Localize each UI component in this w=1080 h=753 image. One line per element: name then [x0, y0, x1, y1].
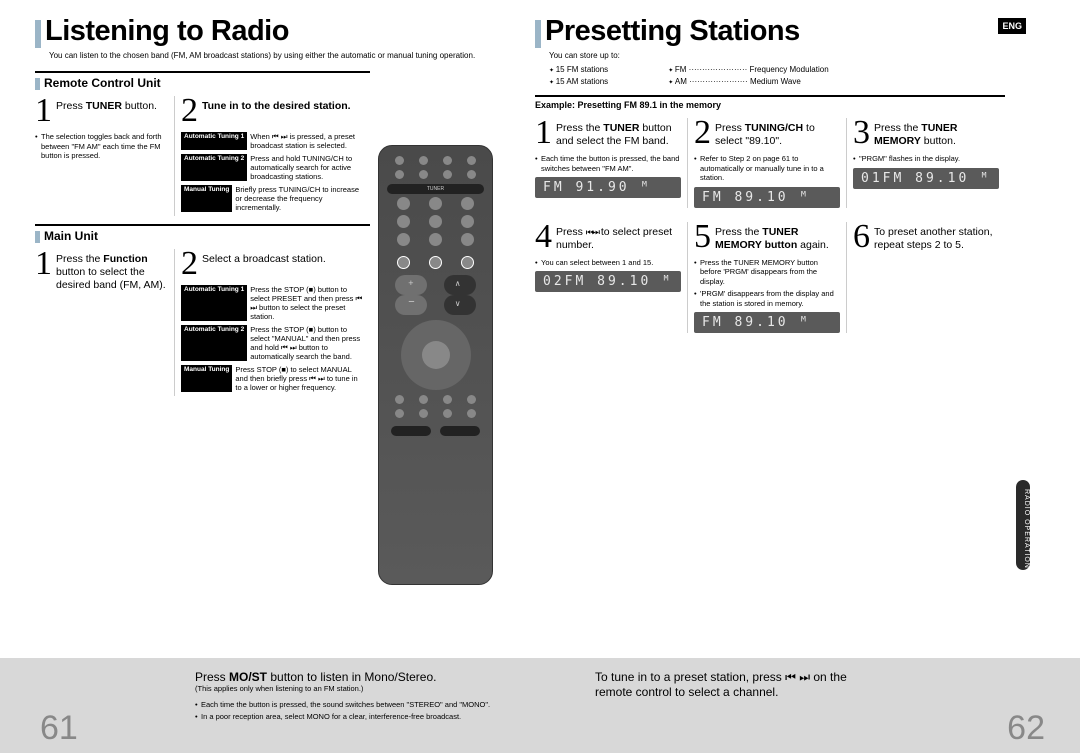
section-remote: Remote Control Unit — [35, 71, 370, 90]
preset-step-1: 1Press the TUNER button and select the F… — [535, 118, 688, 208]
eng-badge: ENG — [998, 18, 1026, 34]
display-3: 01FM 89.10 ᴹ — [853, 168, 999, 189]
preset-step-6: 6To preset another station, repeat steps… — [853, 222, 1005, 333]
store-list: 15 FM stations 15 AM stations FM ·······… — [549, 64, 1005, 87]
footer-strip: Press MO/ST button to listen in Mono/Ste… — [0, 658, 1080, 753]
preset-step-5: 5Press the TUNER MEMORY button again. Pr… — [694, 222, 847, 333]
accent-bar — [535, 20, 541, 48]
remote-step-2: 2 Tune in to the desired station. Automa… — [181, 96, 370, 216]
footer-right: To tune in to a preset station, press ⏮ … — [595, 670, 1055, 699]
footer-left: Press MO/ST button to listen in Mono/Ste… — [195, 670, 505, 723]
display-1: FM 91.90 ᴹ — [535, 177, 681, 198]
tuner-pill: TUNER — [387, 184, 484, 194]
accent-bar — [35, 20, 41, 48]
left-title: Listening to Radio — [45, 15, 289, 48]
right-subtitle: You can store up to: — [549, 51, 1005, 61]
preset-step-2: 2Press TUNING/CH to select "89.10". Refe… — [694, 118, 847, 208]
page-num-left: 61 — [40, 709, 78, 748]
page-num-right: 62 — [1007, 709, 1045, 748]
left-subtitle: You can listen to the chosen band (FM, A… — [49, 51, 505, 61]
display-2: FM 89.10 ᴹ — [694, 187, 840, 208]
left-page: Listening to Radio You can listen to the… — [0, 0, 520, 753]
right-title: Presetting Stations — [545, 15, 800, 48]
display-4: 02FM 89.10 ᴹ — [535, 271, 681, 292]
dpad — [401, 320, 471, 390]
preset-step-3: 3Press the TUNER MEMORY button. "PRGM" f… — [853, 118, 1005, 208]
remote-step-1: 1 Press TUNER button. The selection togg… — [35, 96, 175, 216]
main-step-1: 1 Press the Function button to select th… — [35, 249, 175, 396]
right-page: ENG Presetting Stations You can store up… — [520, 0, 1040, 753]
main-step-2: 2 Select a broadcast station. Automatic … — [181, 249, 370, 396]
display-5: FM 89.10 ᴹ — [694, 312, 840, 333]
section-main: Main Unit — [35, 224, 370, 243]
example-line: Example: Presetting FM 89.1 in the memor… — [535, 95, 1005, 110]
remote-control-illustration: TUNER + ∧ − ∨ — [378, 145, 493, 585]
side-tab: RADIO OPERATION — [1016, 480, 1030, 570]
preset-step-4: 4Press ⏮⏭ to select preset number. You c… — [535, 222, 688, 333]
